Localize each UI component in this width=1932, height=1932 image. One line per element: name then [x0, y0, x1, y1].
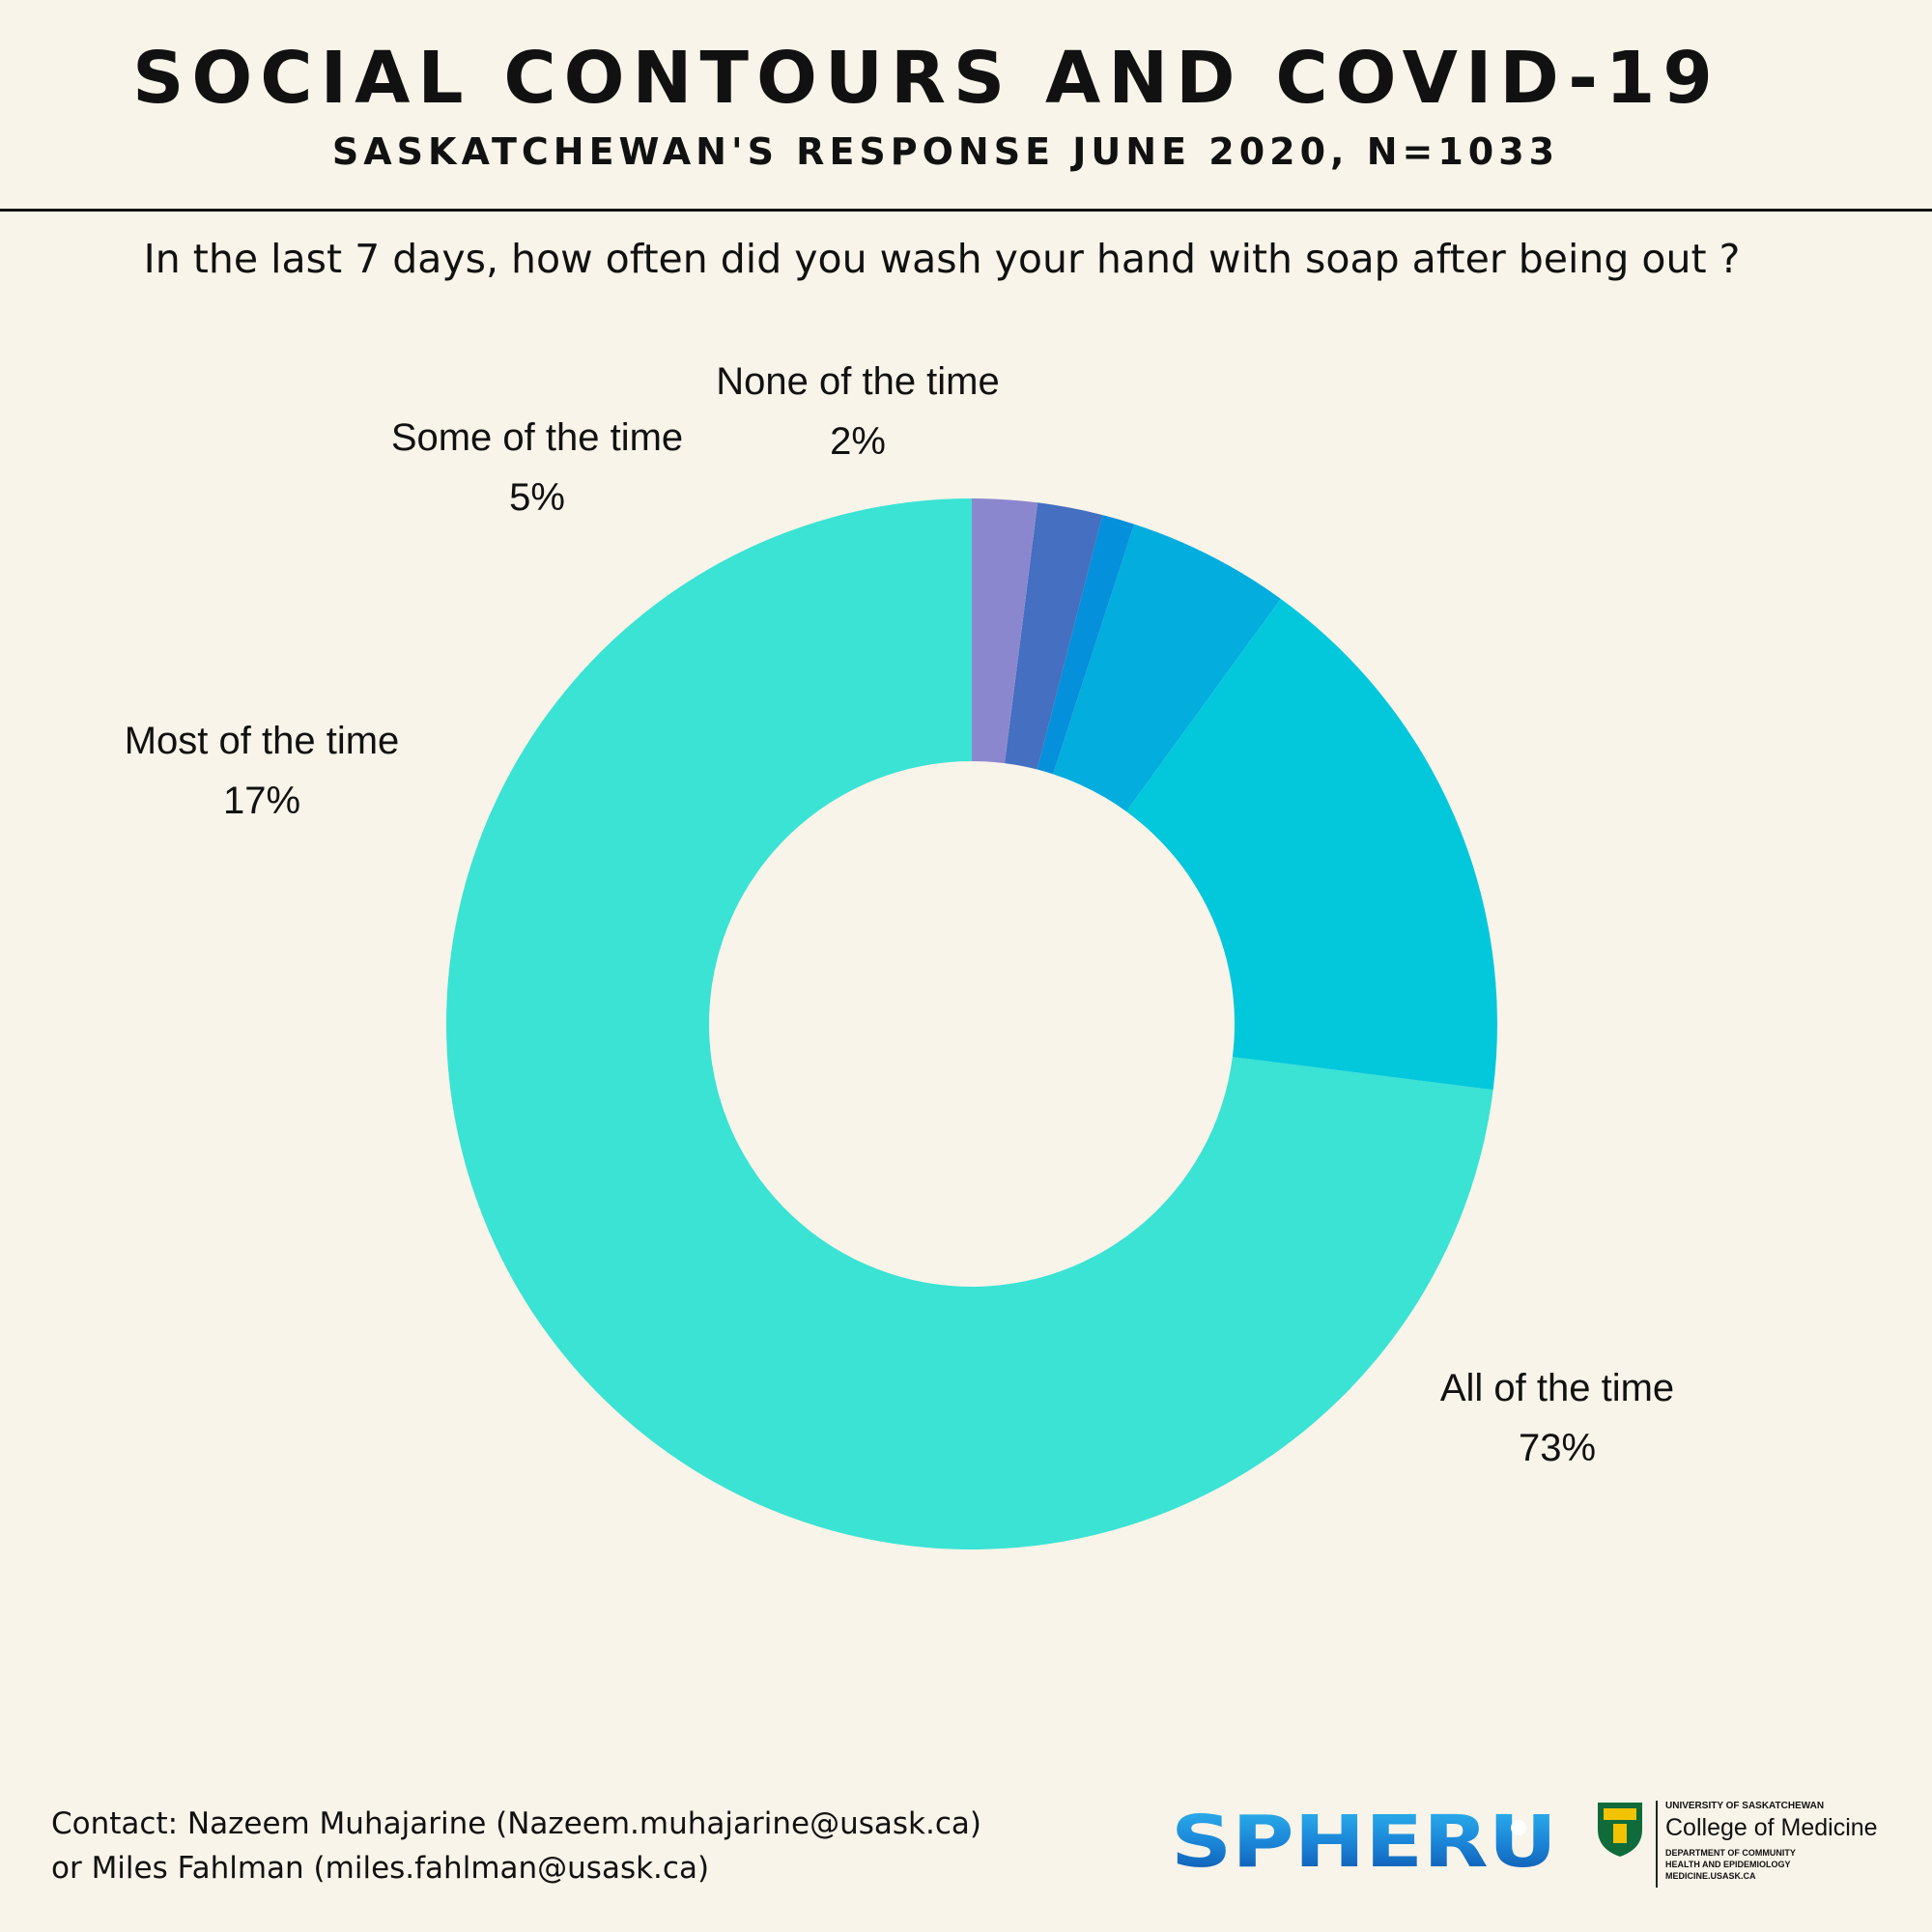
- usask-department: DEPARTMENT OF COMMUNITY HEALTH AND EPIDE…: [1665, 1848, 1796, 1881]
- donut-slice: [1125, 598, 1497, 1091]
- donut-chart: All of the time 73% Most of the time 17% Som…: [125, 360, 1674, 1550]
- usask-university-name: UNIVERSITY OF SASKATCHEWAN: [1665, 1801, 1825, 1811]
- slice-category-label: Most of the time: [125, 720, 400, 762]
- slice-value-label: 17%: [223, 780, 300, 822]
- slice-value-label: 73%: [1519, 1427, 1596, 1469]
- page-title: SOCIAL CONTOURS AND COVID-19: [132, 37, 1720, 120]
- donut-slice: [1037, 515, 1135, 775]
- slice-category-label: All of the time: [1440, 1367, 1674, 1409]
- usask-college-name: College of Medicine: [1665, 1814, 1878, 1841]
- survey-question: In the last 7 days, how often did you wa…: [143, 236, 1741, 282]
- spheru-logo-text: SPHERU: [1171, 1808, 1557, 1876]
- contact-info: Contact: Nazeem Muhajarine (Nazeem.muhaj…: [51, 1802, 981, 1890]
- slice-value-label: 5%: [509, 476, 565, 519]
- page-subtitle: SASKATCHEWAN'S RESPONSE JUNE 2020, N=103…: [331, 130, 1560, 173]
- slice-labels: All of the time 73% Most of the time 17% Som…: [125, 360, 1674, 1469]
- header-divider: [0, 209, 1932, 212]
- donut-slice: [972, 498, 1038, 764]
- usask-shield-icon: [1598, 1803, 1642, 1857]
- spheru-star-icon: [1511, 1820, 1526, 1835]
- usask-divider: [1656, 1801, 1658, 1888]
- slice-value-label: 2%: [830, 420, 886, 463]
- contact-line-1: Contact: Nazeem Muhajarine (Nazeem.muhaj…: [51, 1806, 981, 1841]
- contact-line-2: or Miles Fahlman (miles.fahlman@usask.ca…: [51, 1851, 710, 1886]
- spheru-logo: SPHERU: [1171, 1808, 1557, 1876]
- donut-slice: [446, 498, 1493, 1550]
- slice-category-label: None of the time: [716, 360, 1000, 403]
- slice-category-label: Some of the time: [391, 416, 683, 459]
- donut-slice: [1005, 502, 1103, 770]
- donut-slice: [1053, 524, 1281, 811]
- donut-slices: [446, 498, 1497, 1550]
- usask-logo: UNIVERSITY OF SASKATCHEWAN College of Me…: [1596, 1801, 1895, 1889]
